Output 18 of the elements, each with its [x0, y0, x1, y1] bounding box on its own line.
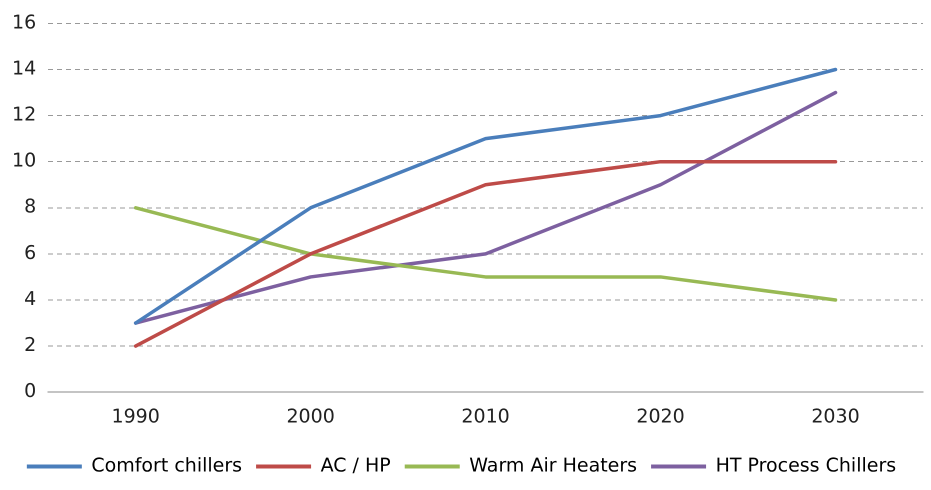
- y-tick-label: 2: [24, 334, 36, 356]
- y-tick-label: 14: [12, 57, 36, 80]
- y-tick-label: 6: [24, 242, 36, 264]
- y-tick-label: 10: [12, 150, 36, 172]
- legend-label: Comfort chillers: [91, 454, 242, 476]
- legend-label: AC / HP: [320, 454, 391, 476]
- y-tick-label: 12: [12, 104, 36, 126]
- y-tick-label: 0: [24, 380, 36, 402]
- x-tick-label: 2000: [286, 406, 335, 428]
- y-tick-label: 8: [24, 196, 36, 218]
- y-tick-label: 16: [12, 11, 36, 34]
- x-tick-label: 2030: [811, 406, 860, 428]
- x-tick-label: 2010: [461, 406, 510, 428]
- x-tick-label: 2020: [636, 406, 685, 428]
- x-tick-label: 1990: [111, 406, 160, 428]
- legend-label: Warm Air Heaters: [469, 454, 638, 476]
- y-tick-label: 4: [24, 288, 36, 310]
- legend-label: HT Process Chillers: [716, 454, 896, 476]
